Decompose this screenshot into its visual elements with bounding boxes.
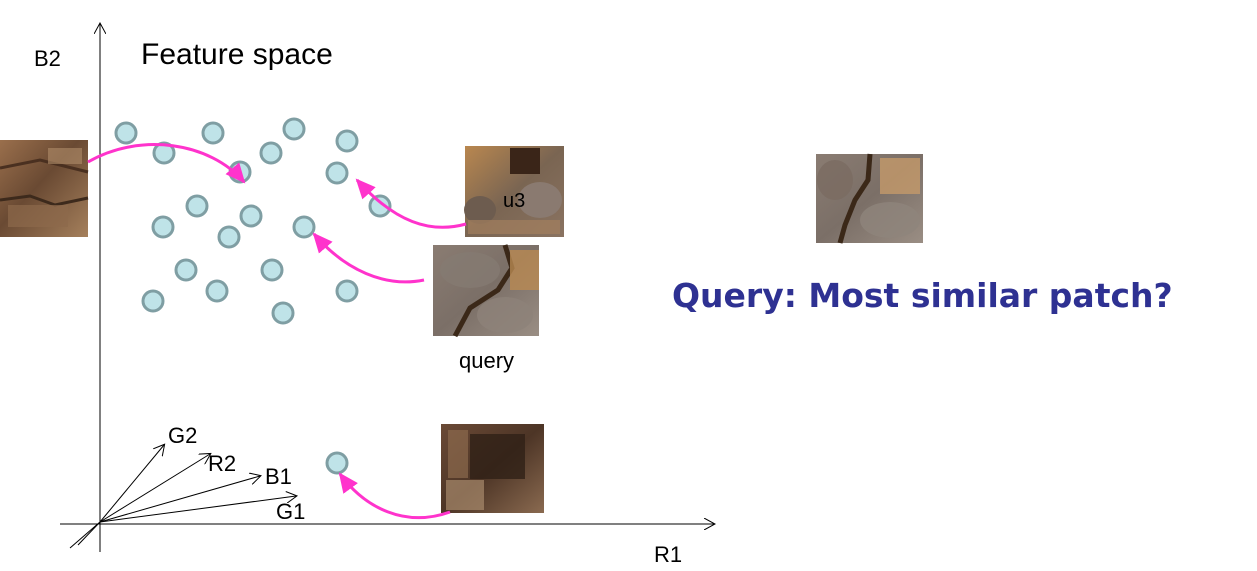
diagram-title: Feature space [141, 38, 333, 71]
patch-u3 [464, 146, 564, 237]
patch-label-query: query [459, 348, 514, 373]
feature-point [151, 215, 175, 239]
feature-point [335, 279, 359, 303]
basis-label-b1: B1 [265, 464, 292, 489]
feature-point [368, 194, 392, 218]
feature-points [114, 117, 392, 475]
patch-query [433, 244, 539, 338]
feature-point [259, 141, 283, 165]
axis-extension-1 [69, 521, 101, 549]
patch-left [0, 140, 89, 237]
axis-extension-2 [77, 521, 101, 546]
basis-vector-g1 [99, 496, 296, 523]
feature-point [152, 141, 176, 165]
feature-point [292, 215, 316, 239]
feature-point [260, 258, 284, 282]
basis-label-g1: G1 [276, 499, 305, 524]
feature-point [141, 289, 165, 313]
feature-point [174, 258, 198, 282]
arrow-query-patch [312, 232, 425, 284]
x-axis-label: R1 [654, 542, 682, 567]
patch-bottom [441, 424, 544, 513]
feature-point [205, 279, 229, 303]
mapping-arrows [87, 143, 467, 520]
basis-label-r2: R2 [208, 451, 236, 476]
basis-vector-g2 [99, 445, 164, 523]
feature-point [114, 121, 138, 145]
feature-point [185, 194, 209, 218]
feature-point [201, 121, 225, 145]
arrow-u3-patch [355, 178, 467, 229]
basis-vectors [99, 445, 296, 523]
arrow-left-patch [87, 143, 246, 184]
feature-point [239, 204, 263, 228]
feature-point [282, 117, 306, 141]
arrow-bottom-patch [338, 472, 451, 520]
query-heading: Query: Most similar patch? [672, 276, 1173, 315]
basis-vector-r2 [99, 454, 210, 523]
feature-point [217, 225, 241, 249]
basis-vector-b1 [99, 476, 260, 523]
feature-point [325, 451, 349, 475]
patch-label-u3: u3 [503, 190, 525, 212]
axes [60, 24, 714, 552]
patch-target [816, 153, 923, 244]
feature-point [271, 301, 295, 325]
y-axis-label: B2 [34, 46, 61, 71]
feature-point [335, 129, 359, 153]
basis-label-g2: G2 [168, 423, 197, 448]
feature-point [325, 161, 349, 185]
